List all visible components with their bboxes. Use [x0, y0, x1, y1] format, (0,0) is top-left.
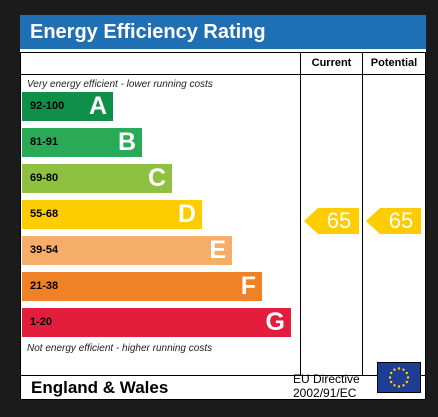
band-letter: C	[147, 164, 166, 192]
band-b: 81-91 B	[22, 128, 142, 157]
band-range: 55-68	[30, 208, 59, 220]
band-letter: F	[240, 272, 256, 300]
region-label: England & Wales	[31, 378, 169, 397]
directive-line-1: EU Directive	[293, 372, 360, 386]
band-g: 1-20 G	[22, 308, 291, 337]
footer: England & Wales EU Directive 2002/91/EC	[20, 372, 426, 400]
band-range: 39-54	[30, 244, 59, 256]
band-f: 21-38 F	[22, 272, 262, 301]
bottom-note: Not energy efficient - higher running co…	[27, 343, 213, 354]
potential-rating-value: 65	[388, 208, 414, 233]
band-letter: G	[265, 308, 285, 336]
potential-column-header: Potential	[370, 57, 418, 69]
potential-column-divider	[362, 53, 363, 375]
band-letter: A	[88, 92, 107, 120]
rating-chart: Current Potential Very energy efficient …	[20, 52, 426, 376]
current-arrow-shape	[304, 208, 359, 234]
page-title: Energy Efficiency Rating	[20, 15, 426, 49]
eu-directive: EU Directive 2002/91/EC	[293, 372, 360, 400]
band-range: 69-80	[30, 172, 59, 184]
current-rating-arrow: 65	[304, 208, 359, 234]
header-divider	[21, 74, 425, 75]
directive-line-2: 2002/91/EC	[293, 386, 357, 400]
band-range: 21-38	[30, 280, 59, 292]
band-letter: D	[177, 200, 196, 228]
band-range: 1-20	[30, 316, 53, 328]
band-d: 55-68 D	[22, 200, 202, 229]
band-e: 39-54 E	[22, 236, 232, 265]
current-rating-value: 65	[326, 208, 352, 233]
potential-rating-arrow: 65	[366, 208, 421, 234]
energy-rating-card: Energy Efficiency Rating Current Potenti…	[20, 15, 426, 400]
eu-flag-icon	[377, 362, 421, 393]
band-range: 81-91	[30, 136, 59, 148]
band-a: 92-100 A	[22, 92, 113, 121]
band-letter: B	[117, 128, 136, 156]
band-range: 92-100	[30, 100, 65, 112]
band-letter: E	[209, 236, 226, 264]
top-note: Very energy efficient - lower running co…	[27, 79, 213, 90]
potential-arrow-shape	[366, 208, 421, 234]
current-column-divider	[300, 53, 301, 375]
band-c: 69-80 C	[22, 164, 172, 193]
current-column-header: Current	[311, 57, 352, 69]
